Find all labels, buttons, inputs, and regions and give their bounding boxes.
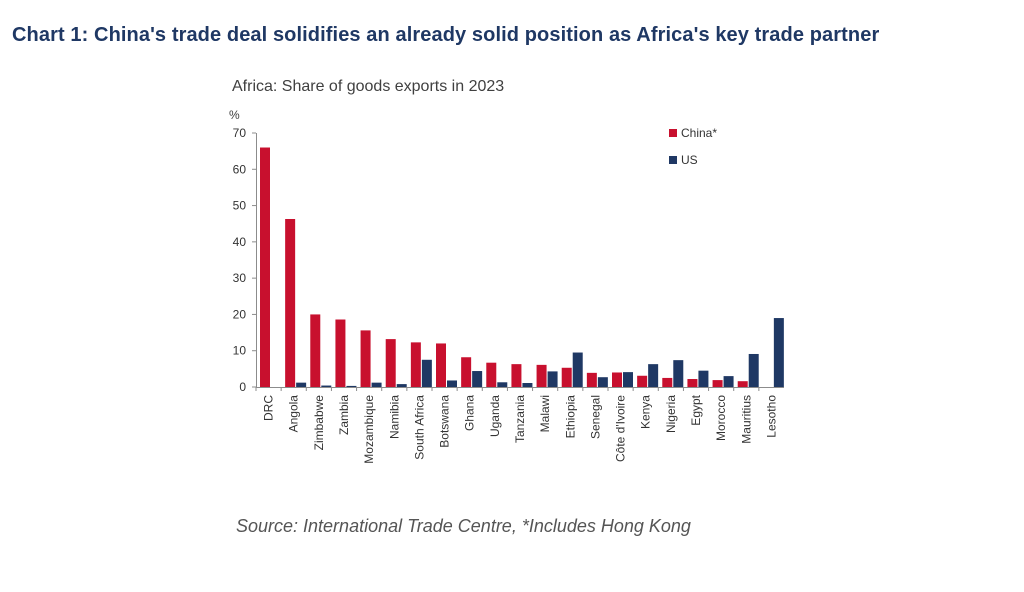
- x-category-label: Tanzania: [513, 395, 527, 443]
- x-category-label: Uganda: [488, 395, 502, 437]
- y-tick-label: 0: [239, 380, 246, 394]
- us-bar: [447, 380, 457, 387]
- legend-swatch: [669, 156, 677, 164]
- us-bar: [472, 371, 483, 387]
- y-tick-label: 30: [233, 271, 247, 285]
- chart-heading: Chart 1: China's trade deal solidifies a…: [12, 24, 880, 46]
- y-tick-label: 70: [233, 126, 247, 140]
- us-bar: [648, 364, 659, 387]
- x-category-label: Kenya: [639, 395, 653, 429]
- china-bar: [586, 372, 597, 387]
- x-category-label: Morocco: [714, 395, 728, 441]
- us-bar: [321, 385, 332, 387]
- us-bar: [421, 359, 432, 387]
- source-note: Source: International Trade Centre, *Inc…: [236, 516, 691, 536]
- china-bar: [310, 314, 321, 387]
- y-tick-label: 10: [233, 344, 247, 358]
- y-tick-label: 60: [233, 162, 247, 176]
- legend-label: China*: [681, 126, 717, 140]
- china-bar: [486, 362, 497, 387]
- x-category-label: DRC: [262, 395, 276, 421]
- us-bar: [346, 385, 357, 387]
- x-category-label: Botswana: [438, 395, 452, 448]
- x-category-label: Lesotho: [764, 395, 778, 438]
- us-bar: [497, 382, 508, 387]
- us-bar: [673, 360, 684, 387]
- x-category-label: Zambia: [337, 395, 351, 435]
- china-bar: [662, 377, 673, 387]
- y-axis-unit: %: [229, 108, 240, 122]
- x-category-label: Côte d'Ivoire: [614, 395, 628, 462]
- china-bar: [612, 372, 622, 387]
- us-bar: [572, 352, 583, 387]
- china-bar: [461, 357, 472, 387]
- us-bar: [396, 384, 407, 387]
- x-category-label: Senegal: [588, 395, 602, 439]
- us-bar: [547, 371, 558, 387]
- legend-swatch: [669, 129, 677, 137]
- x-category-label: Mauritius: [739, 395, 753, 444]
- x-category-label: Namibia: [387, 395, 401, 439]
- china-bar: [260, 147, 270, 387]
- china-bar: [511, 364, 522, 387]
- us-bar: [723, 376, 734, 387]
- legend-label: US: [681, 153, 698, 167]
- y-tick-label: 50: [233, 199, 247, 213]
- x-category-label: Mozambique: [362, 395, 376, 464]
- x-category-label: Ethiopia: [563, 395, 577, 439]
- x-category-label: Malawi: [538, 395, 552, 432]
- x-category-label: Egypt: [689, 394, 703, 425]
- china-bar: [436, 343, 446, 387]
- x-category-label: South Africa: [412, 395, 426, 460]
- us-bar: [748, 353, 759, 387]
- y-tick-label: 40: [233, 235, 247, 249]
- china-bar: [285, 218, 296, 387]
- chart-title: Africa: Share of goods exports in 2023: [232, 78, 504, 95]
- china-bar: [536, 364, 547, 387]
- us-bar: [623, 372, 633, 387]
- china-bar: [385, 339, 396, 387]
- x-category-label: Zimbabwe: [312, 395, 326, 451]
- us-bar: [371, 382, 382, 387]
- china-bar: [360, 330, 371, 387]
- y-tick-label: 20: [233, 307, 247, 321]
- us-bar: [597, 377, 608, 387]
- china-bar: [737, 381, 748, 387]
- us-bar: [698, 370, 709, 387]
- china-bar: [410, 342, 421, 387]
- us-bar: [296, 382, 307, 387]
- us-bar: [522, 383, 533, 387]
- legend: China* US: [669, 126, 717, 167]
- china-bar: [687, 379, 698, 387]
- x-category-label: Angola: [287, 395, 301, 433]
- china-bar: [637, 375, 648, 387]
- china-bar: [561, 367, 572, 387]
- x-category-label: Nigeria: [664, 395, 678, 433]
- china-bar: [335, 319, 346, 387]
- x-category-label: Ghana: [463, 395, 477, 431]
- china-bar: [712, 380, 723, 387]
- us-bar: [773, 318, 784, 387]
